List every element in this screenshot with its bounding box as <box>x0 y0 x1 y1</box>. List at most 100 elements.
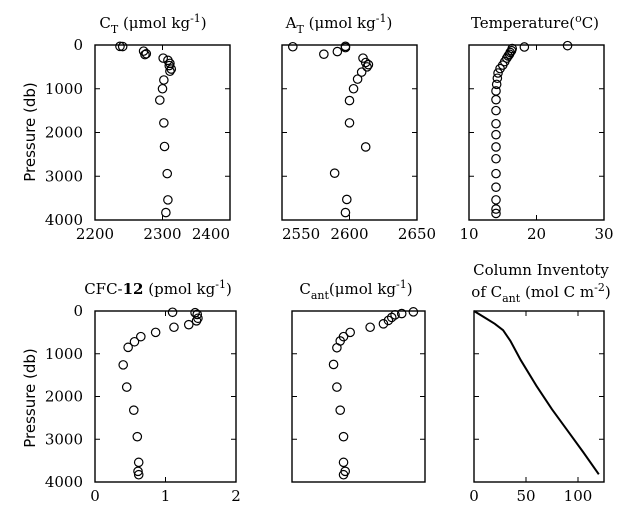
data-point <box>363 59 374 70</box>
title-part: Temperature( <box>471 14 575 32</box>
data-point <box>341 194 352 205</box>
plot-frame <box>281 44 418 221</box>
title-part: (μmol kg <box>304 14 376 32</box>
title-part: T <box>297 23 305 36</box>
data-point <box>495 63 505 74</box>
y-tick-label: 1000 <box>45 80 83 98</box>
y-tick-label: 2000 <box>45 124 83 142</box>
data-point <box>159 118 169 128</box>
data-point <box>365 322 375 333</box>
title-part: (pmol kg <box>144 280 216 298</box>
panel-5: Cant(μmol kg-1) <box>291 278 426 483</box>
data-point <box>136 331 146 342</box>
data-point <box>332 46 343 57</box>
title-part: o <box>575 12 582 25</box>
data-point <box>362 62 372 72</box>
data-point <box>378 319 389 329</box>
data-point <box>167 307 178 318</box>
x-tick-label: 20 <box>527 225 546 243</box>
x-tick-label: 50 <box>516 487 535 505</box>
y-axis-label: Pressure (db) <box>21 348 39 448</box>
data-point <box>348 83 359 94</box>
data-point <box>491 168 501 179</box>
title-part: C) <box>582 14 599 32</box>
y-tick-label: 2000 <box>45 388 83 406</box>
data-point <box>491 208 501 219</box>
data-point <box>159 141 170 152</box>
panel-title: Cant(μmol kg-1) <box>299 278 412 302</box>
data-point <box>345 327 355 338</box>
title-part: 12 <box>123 280 144 298</box>
x-tick-label: 2550 <box>282 225 320 243</box>
data-point <box>166 64 177 74</box>
data-point <box>383 315 394 326</box>
x-tick-label: 2200 <box>76 225 114 243</box>
data-point <box>340 207 351 218</box>
data-point <box>115 41 125 52</box>
data-point <box>157 83 168 94</box>
data-point <box>163 195 173 205</box>
data-point <box>121 382 132 392</box>
data-point <box>332 382 342 392</box>
data-point <box>562 40 573 51</box>
data-point <box>133 466 143 477</box>
y-tick-label: 3000 <box>45 430 83 448</box>
data-point <box>123 342 133 353</box>
data-point <box>155 95 165 105</box>
data-point <box>360 57 371 68</box>
data-point <box>191 316 202 326</box>
data-point <box>491 195 501 205</box>
data-point <box>491 129 501 140</box>
data-point <box>328 359 339 370</box>
y-axis-label: Pressure (db) <box>21 82 39 182</box>
title-part: ant <box>311 289 330 302</box>
data-point <box>491 153 501 164</box>
panel-title: AT (μmol kg-1) <box>285 12 393 36</box>
data-point <box>491 182 501 192</box>
inventory-line <box>473 310 600 475</box>
data-point <box>133 469 144 480</box>
data-point <box>132 431 143 442</box>
data-point <box>344 95 355 106</box>
title-part: (μmol kg <box>118 14 190 32</box>
x-tick-label: 2600 <box>330 225 368 243</box>
y-tick-label: 4000 <box>45 473 83 491</box>
panel-title: CT (μmol kg-1) <box>99 12 206 36</box>
data-point <box>340 42 351 53</box>
plot-frame <box>94 44 231 221</box>
data-point <box>319 49 329 59</box>
title-part: (mol C m <box>520 283 594 301</box>
x-tick-label: 100 <box>564 487 593 505</box>
title-part: T <box>111 23 119 36</box>
data-point <box>338 431 349 442</box>
panel-title: Temperature(oC) <box>471 12 599 32</box>
data-point <box>150 327 161 338</box>
title-part: (μmol kg <box>329 280 397 298</box>
data-point <box>159 75 169 85</box>
title-part: -1 <box>396 278 407 291</box>
plot-frame <box>291 310 426 483</box>
x-tick-label: 2650 <box>398 225 436 243</box>
panel-title: CFC-12 (pmol kg-1) <box>84 278 232 298</box>
data-point <box>408 307 419 317</box>
title-part: -2 <box>594 281 605 294</box>
title-part: -1 <box>376 12 387 25</box>
data-point <box>338 457 349 468</box>
data-point <box>117 41 128 52</box>
data-point <box>492 73 503 84</box>
data-point <box>183 319 194 330</box>
plot-frame <box>468 44 605 221</box>
panel-title: of Cant (mol C m-2) <box>471 281 610 305</box>
data-point <box>140 49 150 60</box>
data-point <box>335 405 346 415</box>
panel-title: Column Inventoty <box>473 261 609 279</box>
data-point <box>356 67 367 77</box>
data-point <box>128 405 139 415</box>
x-tick-label: 30 <box>594 225 613 243</box>
x-tick-label: 1 <box>161 487 171 505</box>
data-point <box>169 322 179 333</box>
data-point <box>193 313 203 324</box>
